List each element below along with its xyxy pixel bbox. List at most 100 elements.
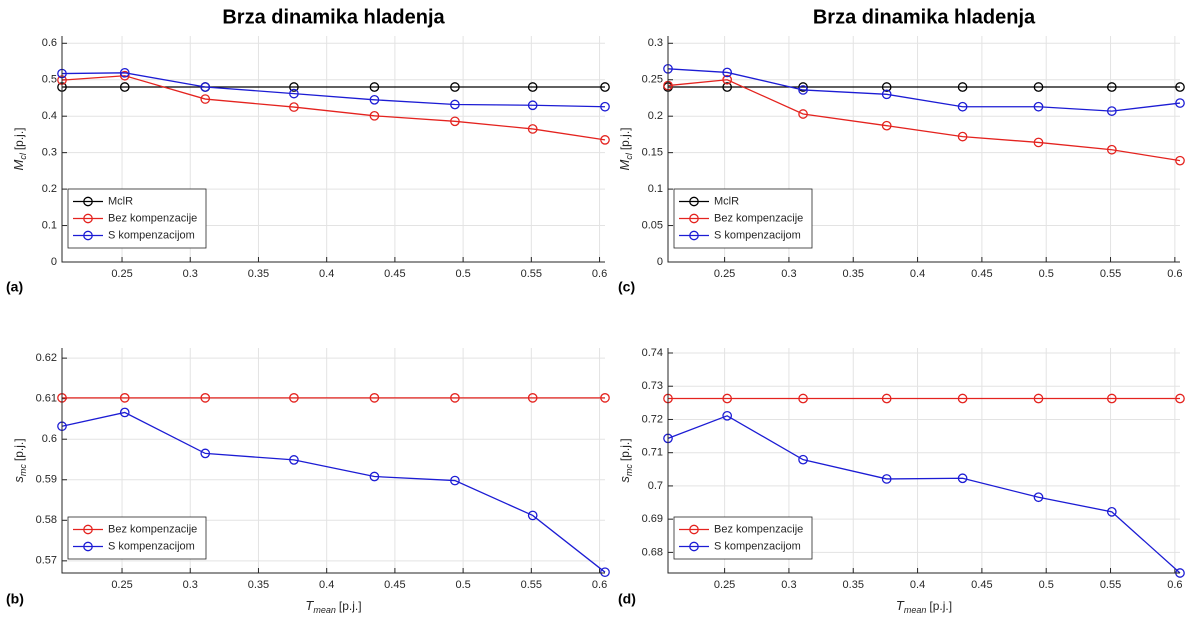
marker bbox=[527, 100, 538, 111]
marker bbox=[722, 74, 733, 85]
legend-label: Bez kompenzacije bbox=[108, 212, 197, 224]
x-tick-label: 0.6 bbox=[1167, 579, 1182, 591]
marker bbox=[527, 510, 538, 521]
x-tick-label: 0.3 bbox=[781, 268, 796, 280]
series-line bbox=[667, 79, 1181, 162]
marker bbox=[369, 94, 380, 105]
x-tick-label: 0.45 bbox=[384, 579, 405, 591]
axes-frame bbox=[61, 348, 605, 574]
legend: MclR Bez kompenzacije S kompenzacijom bbox=[673, 188, 813, 249]
x-tick-label: 0.5 bbox=[1039, 268, 1054, 280]
marker bbox=[1106, 106, 1117, 116]
y-axis-label-symbol: M bbox=[11, 160, 26, 171]
legend-label: MclR bbox=[108, 195, 133, 207]
legend-label: MclR bbox=[714, 195, 739, 207]
x-tick-label: 0.25 bbox=[111, 579, 132, 591]
marker bbox=[200, 94, 211, 104]
legend-marker bbox=[83, 196, 93, 207]
marker bbox=[119, 67, 130, 78]
y-tick-label: 0.3 bbox=[42, 147, 57, 159]
x-tick-label: 0.55 bbox=[1100, 268, 1121, 280]
data-layer bbox=[663, 63, 1185, 166]
series-line bbox=[61, 72, 606, 108]
marker bbox=[1175, 155, 1185, 166]
legend-marker bbox=[689, 524, 699, 535]
marker bbox=[600, 101, 610, 112]
x-tick-label: 0.5 bbox=[455, 268, 470, 280]
y-tick-label: 0.68 bbox=[642, 546, 663, 558]
legend-marker bbox=[83, 230, 93, 241]
x-tick-label: 0.25 bbox=[714, 268, 735, 280]
marker bbox=[1175, 98, 1185, 108]
x-tick-label: 0.4 bbox=[319, 579, 334, 591]
marker bbox=[119, 393, 130, 403]
x-axis-label-unit: [p.j.] bbox=[929, 599, 952, 613]
data-layer bbox=[57, 67, 610, 145]
legend-marker bbox=[689, 213, 699, 224]
x-tick-label: 0.5 bbox=[1039, 579, 1054, 591]
y-axis-label-symbol: M bbox=[617, 160, 632, 171]
legend-label: S kompenzacijom bbox=[108, 229, 195, 241]
y-tick-label: 0 bbox=[51, 256, 57, 268]
marker bbox=[957, 82, 968, 92]
y-tick-label: 0.73 bbox=[642, 380, 663, 392]
marker bbox=[957, 131, 968, 142]
y-tick-label: 0.6 bbox=[42, 37, 57, 49]
x-tick-label: 0.35 bbox=[843, 579, 864, 591]
y-tick-label: 0.59 bbox=[36, 474, 57, 486]
y-tick-label: 0.57 bbox=[36, 555, 57, 567]
x-axis-label-symbol: T bbox=[305, 598, 314, 613]
marker bbox=[450, 116, 460, 127]
marker bbox=[1175, 82, 1185, 92]
marker bbox=[881, 82, 892, 92]
marker bbox=[289, 455, 299, 465]
y-tick-label: 0.69 bbox=[642, 513, 663, 525]
marker bbox=[369, 82, 380, 92]
marker bbox=[289, 88, 299, 99]
y-tick-label: 0.25 bbox=[642, 74, 663, 86]
chart-title: Brza dinamika hladenja bbox=[813, 6, 1036, 28]
x-tick-label: 0.4 bbox=[319, 268, 334, 280]
marker bbox=[722, 410, 733, 421]
marker bbox=[1106, 82, 1117, 92]
marker bbox=[1033, 101, 1044, 112]
x-axis-label: Tmean [p.j.] bbox=[896, 598, 952, 615]
x-tick-label: 0.6 bbox=[592, 579, 607, 591]
marker bbox=[881, 474, 892, 484]
y-axis-label-unit: [p.j.] bbox=[618, 438, 632, 461]
y-tick-label: 0.61 bbox=[36, 393, 57, 405]
marker bbox=[200, 448, 211, 459]
panel-label: (b) bbox=[6, 591, 24, 607]
y-axis-label-symbol: s bbox=[11, 476, 26, 483]
legend-label: S kompenzacijom bbox=[714, 540, 801, 552]
panel-label: (a) bbox=[6, 279, 23, 295]
marker bbox=[1033, 137, 1044, 148]
marker bbox=[450, 475, 460, 486]
legend-marker bbox=[689, 541, 699, 552]
marker bbox=[289, 102, 299, 112]
y-axis-label: Mcl [p.j.] bbox=[11, 127, 28, 170]
y-tick-label: 0.4 bbox=[42, 110, 57, 122]
axes-frame bbox=[61, 36, 605, 263]
x-tick-label: 0.3 bbox=[781, 579, 796, 591]
marker bbox=[119, 70, 130, 81]
y-tick-label: 0.3 bbox=[648, 37, 663, 49]
legend: MclR Bez kompenzacije S kompenzacijom bbox=[67, 188, 207, 249]
marker bbox=[119, 407, 130, 418]
x-axis-label-subscript: mean bbox=[904, 605, 927, 615]
x-tick-label: 0.5 bbox=[455, 579, 470, 591]
y-axis-label-unit: [p.j.] bbox=[12, 438, 26, 461]
marker bbox=[369, 393, 380, 403]
x-tick-label: 0.35 bbox=[248, 268, 269, 280]
data-layer bbox=[57, 393, 610, 578]
x-tick-label: 0.55 bbox=[521, 268, 542, 280]
y-axis-label: Mcl [p.j.] bbox=[617, 127, 634, 170]
subplot: 0.25 0.3 0.35 0.4 0.45 0.5 0.55 0.6 0 0.1 0.2 0.3 0.… bbox=[6, 6, 610, 295]
marker bbox=[1033, 393, 1044, 404]
marker bbox=[450, 99, 460, 110]
legend-label: S kompenzacijom bbox=[714, 229, 801, 241]
y-tick-label: 0.05 bbox=[642, 219, 663, 231]
y-tick-label: 0.2 bbox=[42, 183, 57, 195]
series-line bbox=[667, 68, 1181, 112]
